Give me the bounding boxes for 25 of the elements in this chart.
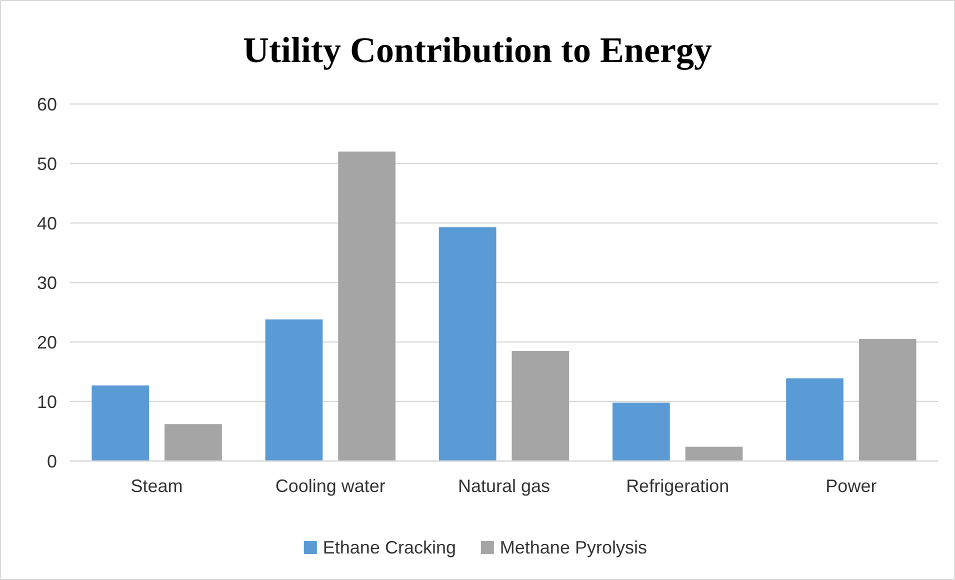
y-tick-label: 50	[36, 154, 57, 174]
x-tick-label: Steam	[130, 476, 183, 496]
legend-label: Methane Pyrolysis	[500, 537, 647, 558]
bar	[92, 385, 150, 461]
bar	[612, 402, 670, 461]
x-tick-label: Refrigeration	[626, 476, 730, 496]
y-tick-label: 40	[36, 213, 57, 234]
chart-title: Utility Contribution to Energy	[242, 30, 712, 70]
y-tick-label: 20	[36, 332, 57, 352]
bar	[438, 227, 496, 461]
bar	[512, 350, 570, 461]
bar	[858, 339, 916, 461]
x-tick-label: Cooling water	[275, 476, 386, 496]
bar	[685, 446, 743, 461]
bar	[338, 152, 396, 461]
legend-label: Ethane Cracking	[322, 537, 456, 558]
y-tick-label: 10	[36, 392, 57, 412]
y-tick-label: 0	[46, 451, 57, 472]
bar	[164, 424, 222, 461]
x-tick-label: Natural gas	[458, 476, 550, 496]
bar	[786, 378, 844, 461]
y-tick-label: 60	[36, 94, 57, 114]
bar	[265, 319, 323, 461]
x-tick-label: Power	[826, 476, 877, 496]
y-tick-label: 30	[36, 272, 57, 293]
